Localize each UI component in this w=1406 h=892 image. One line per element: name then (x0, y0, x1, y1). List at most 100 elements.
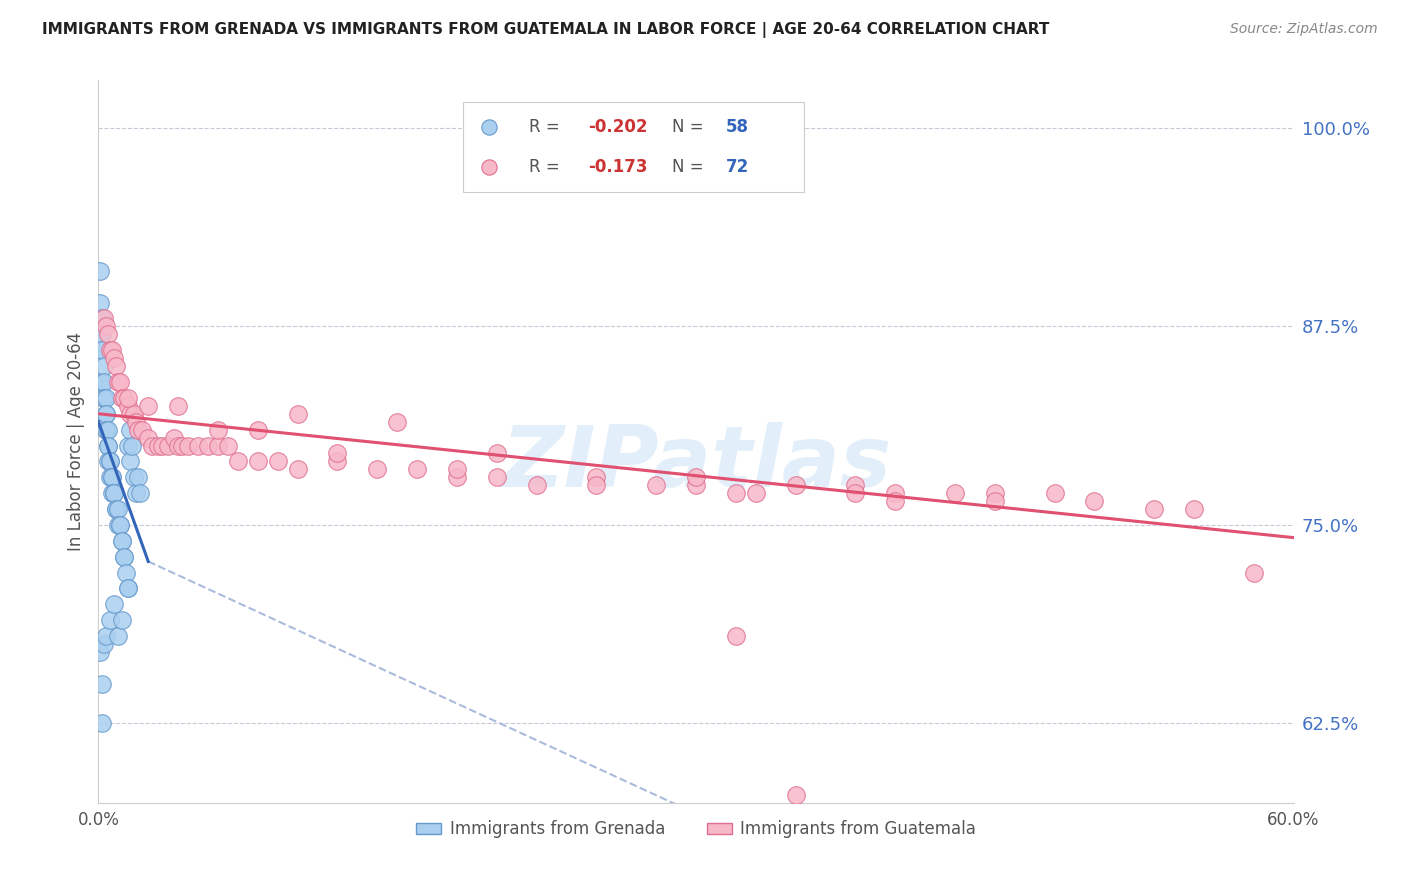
Point (267, 454, 290, 468)
Point (124, 407, 146, 421)
Point (172, 438, 194, 452)
FancyBboxPatch shape (463, 102, 804, 193)
Point (107, 629, 129, 643)
Text: N =: N = (672, 158, 709, 176)
Point (150, 438, 173, 452)
Point (93, 375, 115, 389)
Point (1243, 566, 1265, 580)
Point (96, 423, 118, 437)
Point (141, 438, 163, 452)
Point (117, 399, 139, 413)
Point (124, 470, 146, 484)
Point (101, 486, 124, 500)
Point (125, 415, 148, 429)
Point (93, 637, 115, 651)
Point (117, 582, 139, 596)
Point (103, 597, 125, 611)
Point (207, 438, 229, 452)
Text: N =: N = (672, 119, 709, 136)
Text: R =: R = (529, 158, 565, 176)
Point (103, 486, 125, 500)
Point (366, 462, 388, 476)
Point (93, 391, 115, 405)
Point (101, 470, 124, 484)
Point (326, 446, 349, 460)
Point (1083, 494, 1105, 508)
Point (96, 391, 118, 405)
Text: 58: 58 (725, 119, 749, 136)
Point (724, 486, 747, 500)
Point (1182, 502, 1205, 516)
Point (96, 319, 118, 334)
Point (98, 454, 122, 468)
Text: R =: R = (529, 119, 565, 136)
Point (685, 478, 707, 492)
Point (984, 486, 1007, 500)
Point (326, 454, 349, 468)
Point (1143, 502, 1166, 516)
Point (446, 470, 468, 484)
Point (785, 478, 807, 492)
Point (217, 438, 239, 452)
Point (1043, 486, 1066, 500)
Point (167, 399, 190, 413)
Point (117, 438, 139, 452)
Point (96, 423, 118, 437)
Point (89, 645, 111, 659)
Legend: Immigrants from Grenada, Immigrants from Guatemala: Immigrants from Grenada, Immigrants from… (409, 814, 983, 845)
Point (645, 478, 668, 492)
Text: ZIPatlas: ZIPatlas (501, 422, 891, 505)
Point (485, 470, 508, 484)
Text: IMMIGRANTS FROM GRENADA VS IMMIGRANTS FROM GUATEMALA IN LABOR FORCE | AGE 20-64 : IMMIGRANTS FROM GRENADA VS IMMIGRANTS FR… (42, 22, 1049, 38)
Text: 72: 72 (725, 158, 749, 176)
Point (745, 486, 768, 500)
Point (246, 454, 269, 468)
Point (96, 629, 118, 643)
Point (97, 454, 120, 468)
Point (91, 716, 114, 731)
Point (131, 423, 153, 437)
Point (127, 423, 149, 437)
Point (111, 533, 134, 548)
Y-axis label: In Labor Force | Age 20-64: In Labor Force | Age 20-64 (66, 332, 84, 551)
Point (177, 438, 200, 452)
Point (984, 494, 1007, 508)
Point (884, 494, 907, 508)
Point (101, 343, 124, 358)
Point (91, 676, 114, 690)
Point (385, 415, 409, 429)
Point (884, 486, 907, 500)
Point (585, 470, 607, 484)
Point (167, 438, 190, 452)
Point (107, 375, 129, 389)
Point (187, 438, 209, 452)
Point (129, 486, 152, 500)
Point (89, 264, 111, 278)
Point (91, 327, 114, 342)
Text: Source: ZipAtlas.com: Source: ZipAtlas.com (1230, 22, 1378, 37)
Point (103, 486, 125, 500)
Point (785, 788, 807, 802)
Point (112, 549, 135, 564)
Text: -0.173: -0.173 (589, 158, 648, 176)
Point (117, 582, 139, 596)
Point (121, 438, 143, 452)
Point (111, 613, 134, 627)
Point (110, 517, 132, 532)
Point (97, 423, 120, 437)
Point (585, 478, 607, 492)
Point (163, 431, 186, 445)
Point (110, 517, 132, 532)
Point (97, 438, 120, 452)
Point (446, 462, 468, 476)
Point (112, 391, 135, 405)
Point (98, 343, 122, 358)
Point (685, 470, 707, 484)
Point (943, 486, 966, 500)
Point (91, 311, 114, 326)
Point (120, 454, 142, 468)
Point (112, 549, 135, 564)
Point (111, 533, 134, 548)
Point (136, 399, 159, 413)
Point (101, 470, 124, 484)
